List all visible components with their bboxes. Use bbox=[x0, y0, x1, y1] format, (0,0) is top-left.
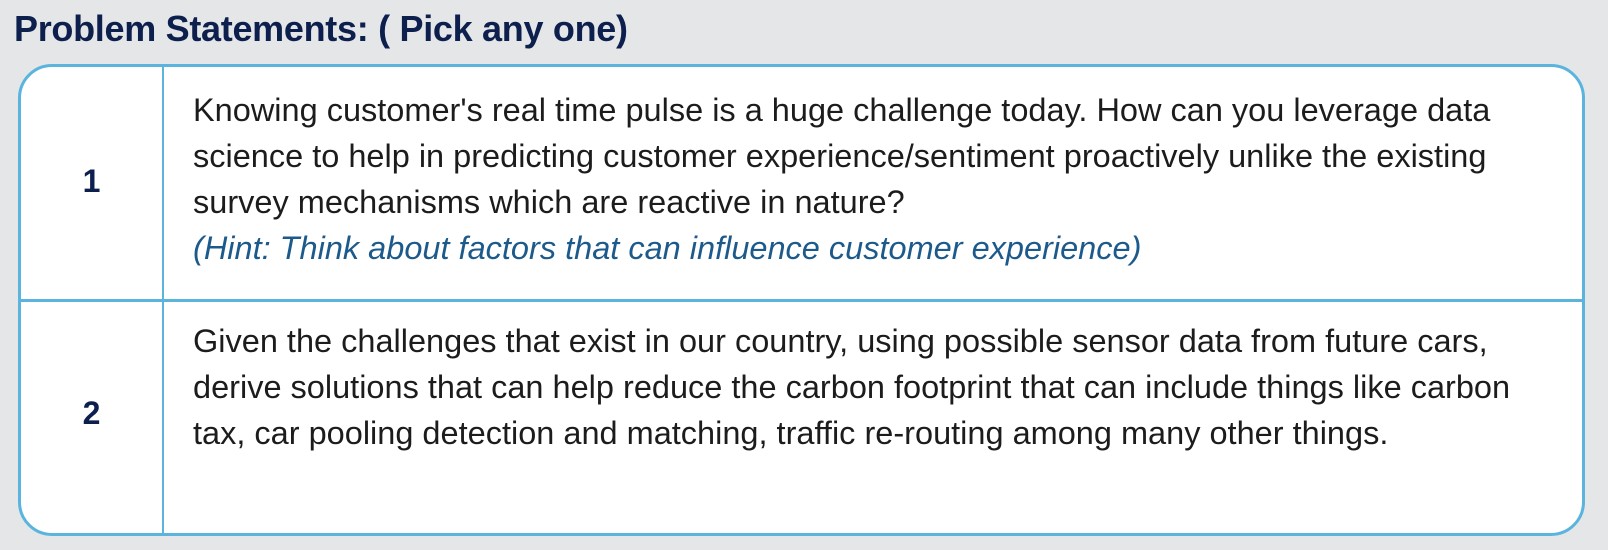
page-title: Problem Statements: ( Pick any one) bbox=[14, 8, 628, 49]
problem-hint-1: (Hint: Think about factors that can infl… bbox=[193, 230, 1142, 266]
problem-number-1: 1 bbox=[82, 163, 101, 199]
problem-row-1: 1 Knowing customer's real time pulse is … bbox=[21, 67, 1582, 299]
problem-statement-1: Knowing customer's real time pulse is a … bbox=[193, 87, 1563, 271]
problem-row-2: 2 Given the challenges that exist in our… bbox=[21, 302, 1582, 533]
problem-statement-2: Given the challenges that exist in our c… bbox=[193, 318, 1563, 456]
problem-text-1: Knowing customer's real time pulse is a … bbox=[193, 92, 1491, 220]
problem-statements-table: 1 Knowing customer's real time pulse is … bbox=[18, 64, 1585, 536]
row-divider bbox=[21, 299, 1582, 302]
problem-number-2: 2 bbox=[82, 395, 101, 431]
problem-text-2: Given the challenges that exist in our c… bbox=[193, 323, 1511, 451]
